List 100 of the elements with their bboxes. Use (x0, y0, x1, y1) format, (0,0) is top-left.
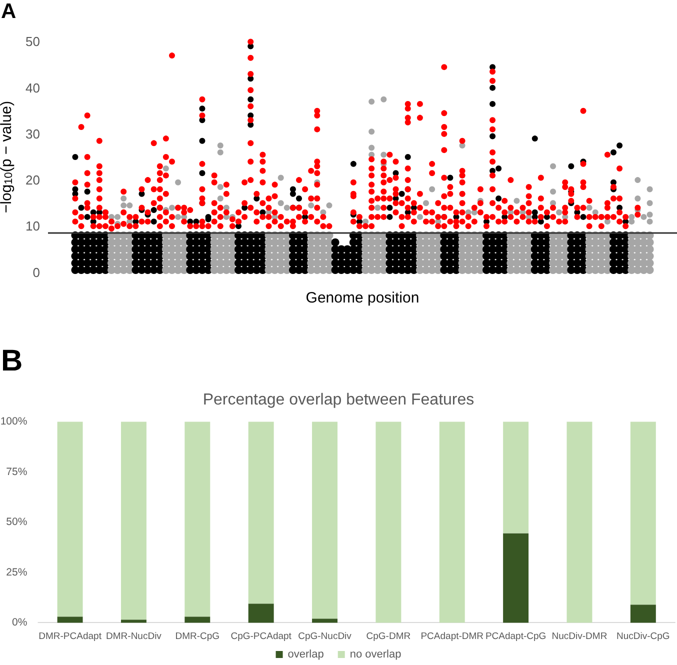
point (380, 179, 387, 186)
point (477, 209, 484, 216)
y-tick-label: 50% (6, 516, 28, 528)
point (459, 209, 466, 216)
point (441, 130, 448, 137)
point (162, 190, 169, 197)
point (616, 142, 623, 148)
point (562, 218, 568, 225)
point (84, 170, 90, 176)
chart-title: Percentage overlap between Features (202, 392, 474, 408)
point (404, 214, 411, 220)
bar (439, 422, 465, 623)
point (260, 200, 266, 206)
point (272, 218, 278, 225)
point (490, 133, 496, 140)
point (429, 186, 436, 192)
point (162, 166, 169, 172)
point (168, 223, 175, 230)
point (586, 204, 592, 211)
point (646, 186, 653, 192)
point (398, 190, 405, 197)
bar (57, 422, 83, 617)
point (175, 214, 182, 220)
point (199, 170, 206, 176)
point (114, 214, 121, 220)
point (646, 212, 653, 218)
point (302, 218, 308, 225)
y-tick-label: 100% (0, 416, 28, 428)
point (447, 174, 454, 181)
point (380, 152, 387, 158)
point (490, 158, 496, 165)
point (260, 179, 266, 186)
point (217, 142, 224, 148)
point (199, 186, 206, 192)
point (84, 188, 90, 195)
point (96, 170, 102, 176)
x-tick-label: CpG-DMR (366, 631, 411, 642)
point (435, 223, 442, 230)
point (96, 177, 102, 184)
point (296, 196, 302, 202)
point (404, 166, 411, 172)
x-tick-label: DMR-CpG (175, 631, 220, 642)
point (508, 214, 514, 220)
point (102, 223, 108, 230)
point (423, 200, 430, 206)
point (459, 179, 466, 186)
point (368, 214, 375, 220)
point (84, 182, 90, 188)
point (314, 126, 320, 132)
point (374, 204, 381, 211)
point (380, 172, 387, 178)
point (84, 204, 90, 211)
point (199, 106, 206, 112)
point (368, 188, 375, 195)
point (490, 84, 496, 91)
point (392, 200, 399, 206)
point (168, 204, 175, 211)
bar (120, 422, 146, 620)
legend-label: no overlap (350, 648, 402, 660)
point (144, 218, 151, 225)
point (496, 166, 502, 172)
point (175, 179, 182, 186)
point (490, 100, 496, 107)
x-tick-label: DMR-NucDiv (106, 631, 162, 642)
point (314, 204, 320, 211)
point (223, 209, 230, 216)
point (314, 163, 320, 170)
point (368, 182, 375, 188)
point (248, 103, 254, 110)
point (278, 174, 284, 181)
point (211, 218, 218, 225)
point (634, 177, 641, 184)
point (350, 160, 356, 167)
point (162, 172, 169, 178)
y-tick-label: 0% (12, 616, 28, 629)
point (380, 204, 387, 211)
point (260, 214, 266, 220)
point (156, 186, 163, 192)
point (398, 223, 405, 230)
point (404, 154, 411, 160)
x-tick-label: CpG-NucDiv (298, 631, 352, 642)
point (380, 214, 387, 220)
point (266, 223, 272, 230)
point (526, 209, 532, 216)
bar (312, 422, 338, 619)
point (550, 163, 556, 170)
y-axis-title: −log10(p − value) (0, 100, 16, 214)
point (96, 223, 102, 230)
point (550, 188, 556, 195)
point (556, 209, 562, 216)
point (84, 214, 90, 220)
point (120, 196, 127, 202)
point (199, 223, 206, 230)
point (266, 214, 272, 220)
point (284, 204, 290, 211)
point (410, 218, 417, 225)
point (308, 202, 314, 208)
point (447, 218, 454, 225)
point (386, 214, 393, 220)
point (441, 174, 448, 181)
